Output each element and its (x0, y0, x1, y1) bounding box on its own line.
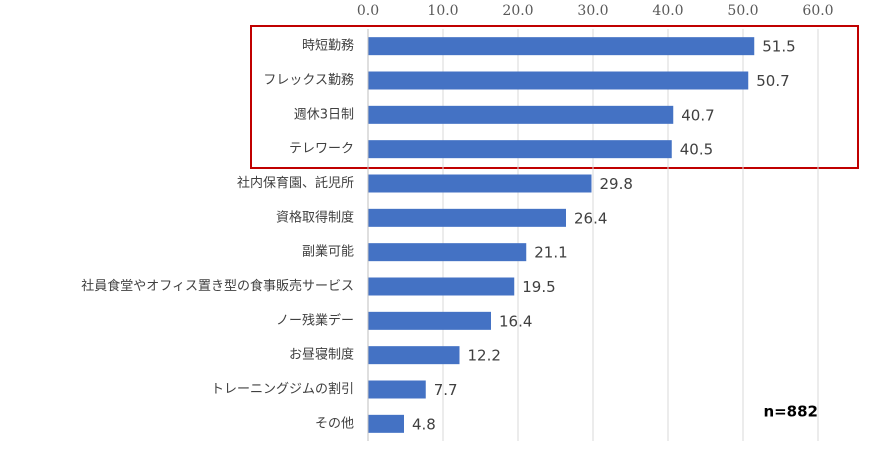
category-label: ノー残業デー (276, 312, 354, 328)
category-label: 週休3日制 (294, 107, 354, 122)
bar (368, 414, 404, 433)
bar (368, 174, 592, 193)
x-tick-label: 60.0 (802, 3, 833, 19)
x-tick-label: 0.0 (357, 3, 379, 19)
bar (368, 140, 672, 159)
bar (368, 346, 460, 365)
x-tick-label: 30.0 (577, 3, 608, 19)
bar (368, 208, 566, 227)
category-label: テレワーク (289, 142, 354, 157)
value-label: 19.5 (522, 278, 555, 296)
bar (368, 243, 527, 262)
category-label: 社内保育園、託児所 (237, 175, 354, 191)
value-label: 40.7 (681, 106, 714, 124)
category-label: 時短勤務 (302, 39, 354, 54)
annotation: n=882 (763, 403, 818, 421)
highlight-box (250, 25, 859, 169)
value-label: 16.4 (499, 312, 532, 330)
value-label: 4.8 (412, 415, 436, 433)
value-label: 26.4 (574, 209, 607, 227)
category-label: 副業可能 (302, 244, 354, 260)
value-label: 7.7 (434, 381, 458, 399)
category-label: フレックス勤務 (263, 73, 354, 88)
bar (368, 105, 674, 124)
bar (368, 37, 755, 56)
value-label: 29.8 (600, 175, 633, 193)
x-tick-label: 40.0 (652, 3, 683, 19)
x-tick-label: 10.0 (427, 3, 458, 19)
bar (368, 311, 491, 330)
value-label: 50.7 (756, 72, 789, 90)
category-label: 資格取得制度 (276, 209, 354, 225)
value-label: 51.5 (762, 38, 795, 56)
category-label: お昼寝制度 (289, 347, 354, 363)
x-tick-label: 50.0 (727, 3, 758, 19)
bar (368, 277, 515, 296)
value-label: 21.1 (534, 244, 567, 262)
category-label: その他 (315, 416, 354, 431)
category-label: トレーニングジムの割引 (211, 381, 354, 397)
value-label: 40.5 (680, 141, 713, 159)
x-tick-label: 20.0 (502, 3, 533, 19)
bar (368, 380, 426, 399)
category-label: 社員食堂やオフィス置き型の食事販売サービス (81, 278, 354, 294)
bar (368, 71, 749, 90)
value-label: 12.2 (468, 347, 501, 365)
